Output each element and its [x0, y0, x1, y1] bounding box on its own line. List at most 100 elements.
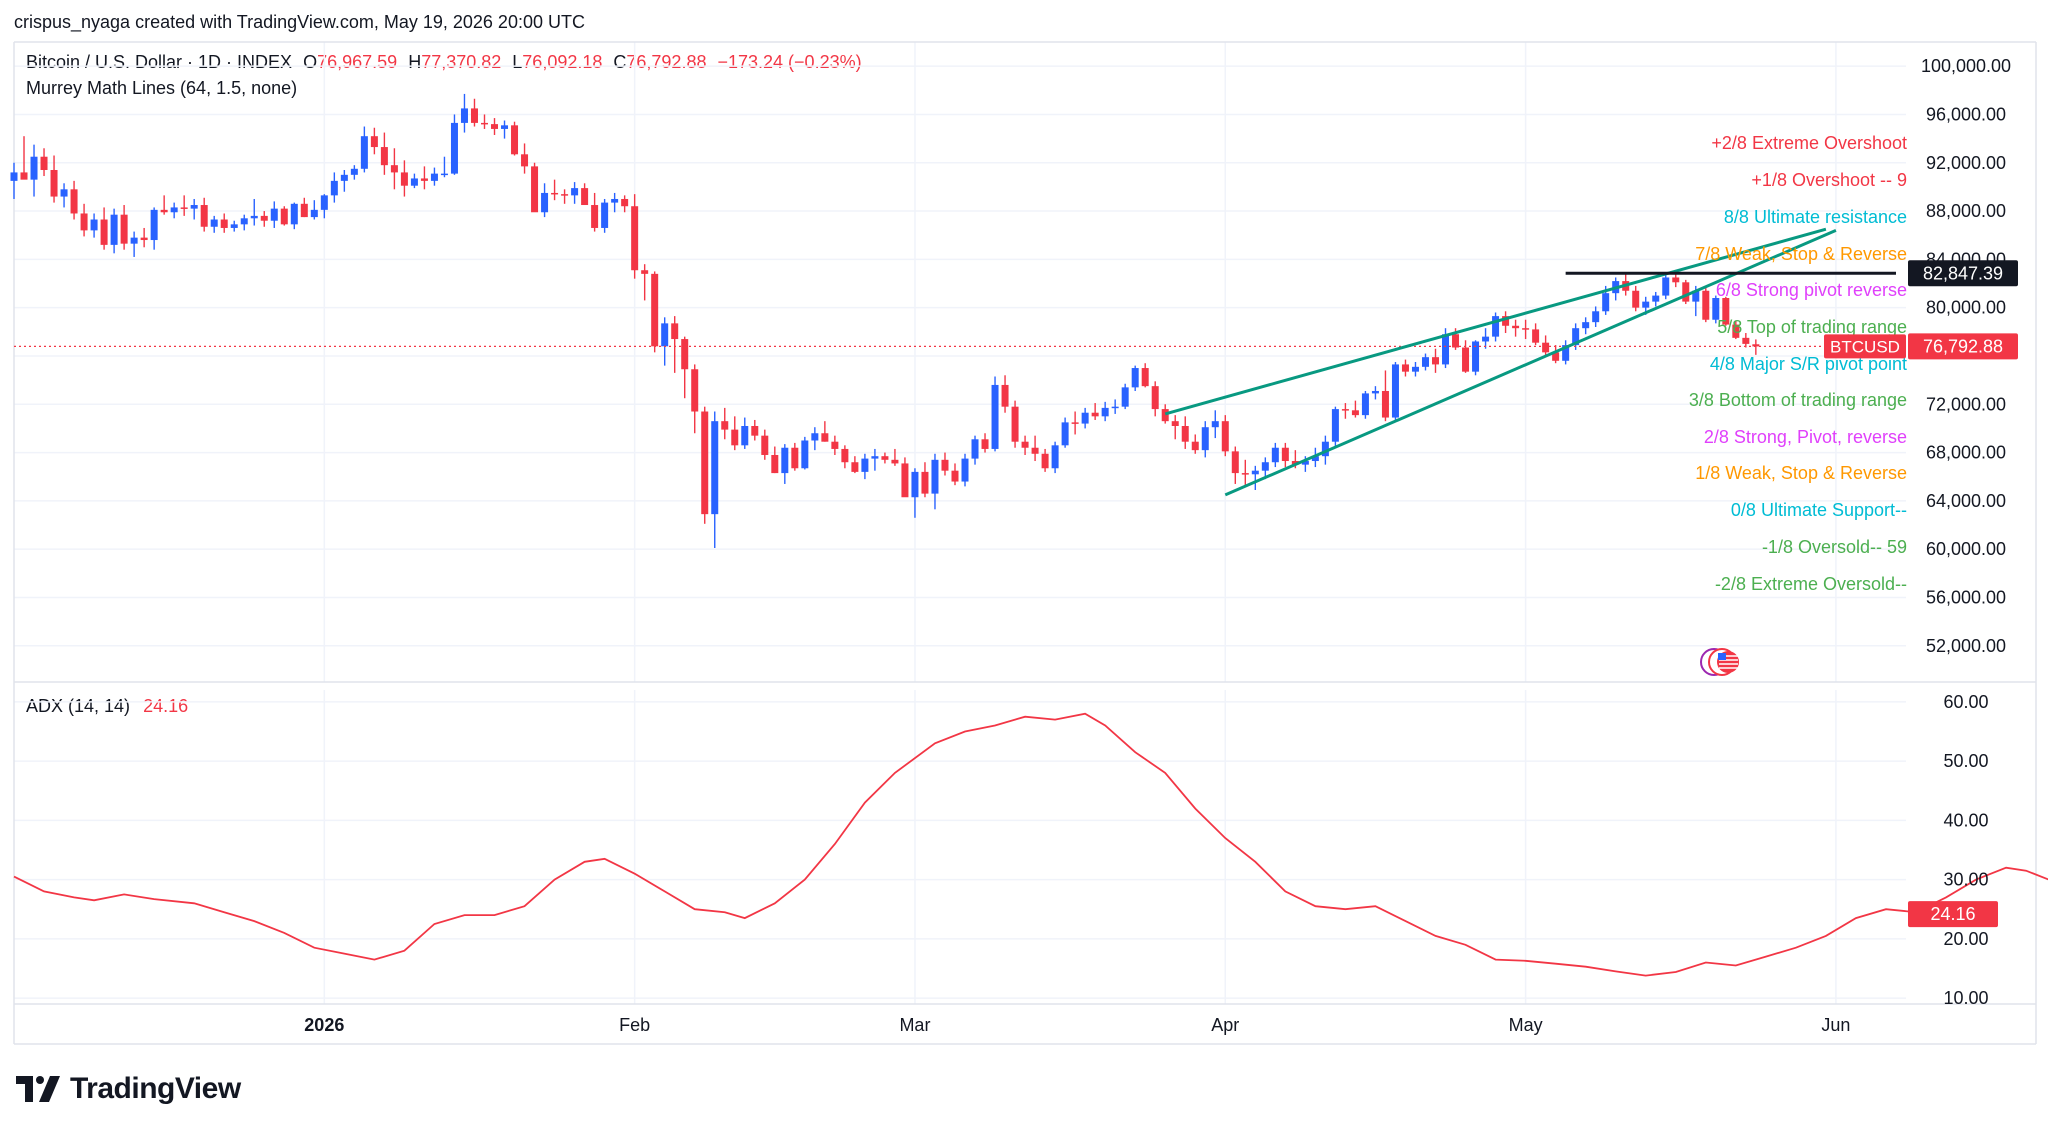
candle: [180, 195, 188, 216]
last-price-tag-text: 76,792.88: [1923, 336, 2003, 356]
candle: [941, 452, 949, 476]
adx-tag-text: 24.16: [1930, 904, 1975, 924]
candle: [300, 197, 308, 218]
candle-body: [861, 458, 869, 472]
candle: [551, 179, 559, 201]
candle-body: [801, 440, 809, 469]
candle-body: [881, 456, 889, 460]
candle: [731, 416, 739, 451]
tradingview-logo[interactable]: TradingView: [16, 1072, 241, 1106]
candle-body: [511, 125, 519, 155]
candle-body: [120, 214, 128, 244]
candle: [621, 195, 629, 213]
murrey-label: 1/8 Weak, Stop & Reverse: [1695, 463, 1907, 483]
symbol-legend[interactable]: Bitcoin / U.S. Dollar · 1D · INDEX O76,9…: [26, 52, 862, 73]
level-tag-bg: [1908, 260, 2018, 287]
candle: [1061, 417, 1069, 448]
candle-body: [551, 192, 559, 195]
candle-body: [1041, 453, 1049, 469]
candle-body: [210, 219, 218, 227]
indicator-legend[interactable]: Murrey Math Lines (64, 1.5, none): [26, 78, 298, 98]
candle-body: [931, 459, 939, 494]
candle-body: [450, 122, 458, 174]
candle-body: [1281, 447, 1289, 462]
candle: [30, 144, 38, 197]
candle: [1552, 345, 1560, 364]
candle: [1181, 416, 1189, 449]
candle-body: [460, 108, 468, 123]
candle-body: [621, 198, 629, 207]
candle-body: [150, 209, 158, 241]
candle-body: [1121, 387, 1129, 407]
candle-body: [30, 156, 38, 180]
candle-body: [480, 122, 488, 125]
candle: [1331, 406, 1339, 448]
candle: [1361, 390, 1369, 419]
candle-body: [841, 448, 849, 463]
events-flag-icon: [1700, 648, 1739, 676]
candle-body: [571, 188, 579, 196]
candle: [811, 427, 819, 451]
murrey-label: +2/8 Extreme Overshoot: [1711, 133, 1907, 153]
candle: [450, 114, 458, 175]
candle-body: [1221, 421, 1229, 452]
candle: [1582, 317, 1590, 335]
candle: [1712, 295, 1720, 324]
candle-body: [220, 219, 228, 228]
candle-body: [420, 178, 428, 181]
candle: [1512, 319, 1520, 337]
candle-body: [1482, 336, 1490, 342]
candle: [1271, 442, 1279, 468]
high-label: H: [408, 52, 422, 72]
candle-body: [601, 202, 609, 228]
candle: [80, 203, 88, 237]
candle-body: [1051, 445, 1059, 469]
adx-axis-label: 60.00: [1943, 692, 1988, 712]
candle: [1732, 320, 1740, 340]
candle: [1021, 435, 1029, 455]
adx-legend[interactable]: ADX (14, 14) 24.16: [26, 696, 188, 717]
candle-body: [731, 429, 739, 446]
candle: [1562, 340, 1570, 365]
candle: [1121, 383, 1129, 410]
candle-body: [1031, 447, 1039, 454]
candle: [761, 429, 769, 460]
candle: [901, 457, 909, 498]
candle: [150, 207, 158, 250]
candle: [1632, 285, 1640, 312]
candle: [771, 446, 779, 474]
candle-body: [961, 458, 969, 482]
candle-body: [771, 454, 779, 474]
candle: [541, 183, 549, 218]
candle: [90, 213, 98, 238]
candle-body: [521, 154, 529, 167]
candle: [1472, 340, 1480, 376]
candle: [340, 170, 348, 192]
candle-body: [90, 219, 98, 231]
candle-body: [10, 172, 18, 181]
close-label: C: [613, 52, 627, 72]
candle: [841, 445, 849, 469]
candle: [581, 183, 589, 206]
candle: [1071, 411, 1079, 435]
candle: [1482, 328, 1490, 349]
candle: [931, 453, 939, 510]
candle-body: [711, 421, 719, 515]
candle-body: [701, 411, 709, 515]
candle-body: [501, 125, 509, 129]
murrey-label: 6/8 Strong pivot reverse: [1716, 280, 1907, 300]
candle: [400, 160, 408, 197]
candle: [791, 442, 799, 471]
candle: [1572, 323, 1580, 350]
candle: [1221, 415, 1229, 457]
tradingview-logo-icon: [16, 1076, 60, 1102]
candle-body: [1752, 344, 1760, 347]
candle: [1542, 335, 1550, 356]
candle-body: [1742, 337, 1750, 344]
candle-body: [611, 198, 619, 203]
candle: [130, 231, 138, 257]
candle: [1432, 348, 1440, 373]
candle-body: [1652, 295, 1660, 302]
last-price-tag-bg: [1908, 333, 2018, 360]
